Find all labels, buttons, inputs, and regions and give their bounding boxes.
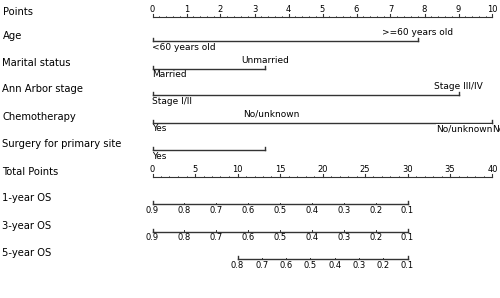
Text: Marital status: Marital status [2, 58, 71, 68]
Text: Unmarried: Unmarried [241, 56, 288, 65]
Text: 0: 0 [150, 5, 155, 14]
Text: 5: 5 [320, 5, 325, 14]
Text: 0.7: 0.7 [210, 233, 223, 242]
Text: 0.2: 0.2 [369, 233, 382, 242]
Text: Age: Age [2, 31, 22, 41]
Text: 1: 1 [184, 5, 189, 14]
Text: 0.6: 0.6 [280, 261, 292, 270]
Text: 0.4: 0.4 [306, 206, 318, 215]
Text: 0.5: 0.5 [274, 206, 286, 215]
Text: >=60 years old: >=60 years old [382, 28, 454, 37]
Text: 0.2: 0.2 [376, 261, 390, 270]
Text: 8: 8 [422, 5, 427, 14]
Text: 15: 15 [275, 165, 285, 174]
Text: 0.6: 0.6 [242, 233, 254, 242]
Text: 0.3: 0.3 [337, 206, 350, 215]
Text: 5-year OS: 5-year OS [2, 248, 52, 258]
Text: 5: 5 [192, 165, 198, 174]
Text: 25: 25 [360, 165, 370, 174]
Text: Points: Points [2, 7, 32, 17]
Text: 2: 2 [218, 5, 223, 14]
Text: 0.5: 0.5 [304, 261, 317, 270]
Text: 0.1: 0.1 [401, 206, 414, 215]
Text: 1-year OS: 1-year OS [2, 193, 52, 203]
Text: 0.3: 0.3 [352, 261, 366, 270]
Text: 0.7: 0.7 [210, 206, 223, 215]
Text: 0.6: 0.6 [242, 206, 254, 215]
Text: 4: 4 [286, 5, 291, 14]
Text: <60 years old: <60 years old [152, 43, 216, 52]
Text: 0.1: 0.1 [401, 261, 414, 270]
Text: 0.7: 0.7 [255, 261, 268, 270]
Text: Total Points: Total Points [2, 167, 59, 177]
Text: 0.9: 0.9 [146, 206, 159, 215]
Text: 0.4: 0.4 [328, 261, 341, 270]
Text: 20: 20 [318, 165, 328, 174]
Text: No/unknown: No/unknown [244, 110, 300, 119]
Text: Chemotherapy: Chemotherapy [2, 112, 76, 122]
Text: 0.8: 0.8 [231, 261, 244, 270]
Text: 0.8: 0.8 [178, 206, 191, 215]
Text: 3: 3 [252, 5, 257, 14]
Text: 3-year OS: 3-year OS [2, 221, 51, 231]
Text: 0.1: 0.1 [401, 233, 414, 242]
Text: 0.3: 0.3 [337, 233, 350, 242]
Text: 30: 30 [402, 165, 413, 174]
Text: 0.8: 0.8 [178, 233, 191, 242]
Text: 0.2: 0.2 [369, 206, 382, 215]
Text: No/unknown: No/unknown [436, 124, 492, 133]
Text: 10: 10 [232, 165, 243, 174]
Text: 7: 7 [388, 5, 393, 14]
Text: 0: 0 [150, 165, 155, 174]
Text: 9: 9 [456, 5, 461, 14]
Text: Yes: Yes [152, 124, 167, 133]
Text: 10: 10 [487, 5, 498, 14]
Text: 0.5: 0.5 [274, 233, 286, 242]
Text: Yes: Yes [152, 152, 167, 161]
Text: 0.9: 0.9 [146, 233, 159, 242]
Text: 40: 40 [487, 165, 498, 174]
Text: 0.4: 0.4 [306, 233, 318, 242]
Text: Married: Married [152, 70, 187, 79]
Text: No/unknown: No/unknown [492, 124, 500, 133]
Text: 35: 35 [444, 165, 456, 174]
Text: Stage I/II: Stage I/II [152, 97, 192, 106]
Text: 6: 6 [354, 5, 359, 14]
Text: Surgery for primary site: Surgery for primary site [2, 139, 122, 149]
Text: Ann Arbor stage: Ann Arbor stage [2, 84, 84, 94]
Text: Stage III/IV: Stage III/IV [434, 83, 483, 91]
